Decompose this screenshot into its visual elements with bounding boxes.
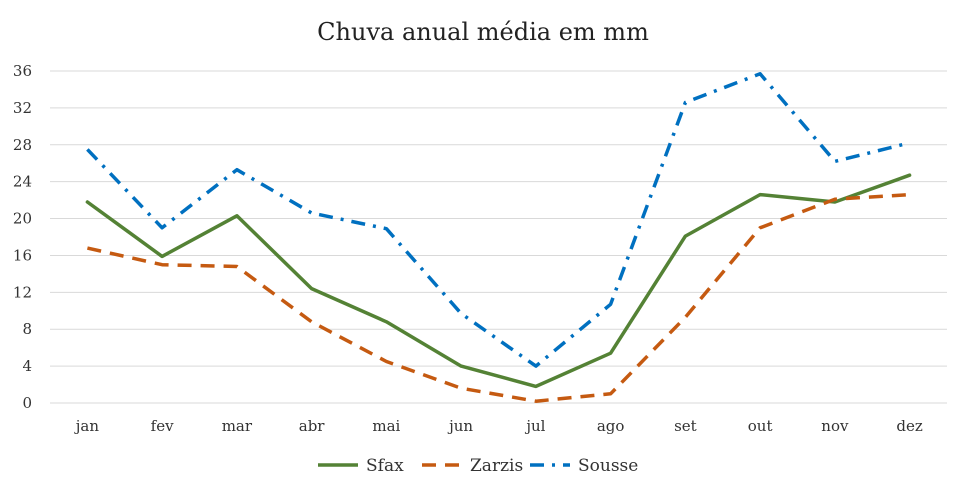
legend-label-sousse: Sousse (578, 456, 638, 476)
x-tick-label: jan (74, 417, 100, 435)
x-tick-label: jul (524, 417, 545, 435)
y-tick-label: 8 (22, 320, 32, 338)
y-tick-label: 0 (22, 394, 32, 412)
y-tick-label: 32 (13, 99, 32, 117)
x-tick-label: fev (151, 417, 174, 435)
x-tick-label: mai (372, 417, 400, 435)
legend-label-sfax: Sfax (366, 456, 404, 476)
x-tick-label: nov (821, 417, 849, 435)
x-tick-label: mar (222, 417, 253, 435)
x-tick-label: jun (447, 417, 473, 435)
y-tick-label: 24 (13, 173, 32, 191)
x-tick-label: ago (597, 417, 625, 435)
legend: Sfax Zarzis Sousse (318, 456, 638, 476)
series-line-sfax (85, 173, 912, 389)
y-tick-label: 12 (13, 283, 32, 301)
x-tick-label: set (674, 417, 697, 435)
legend-label-zarzis: Zarzis (470, 456, 523, 476)
x-tick-label: abr (299, 417, 326, 435)
x-tick-label: dez (896, 417, 922, 435)
series-line-zarzis (87, 192, 910, 403)
y-tick-label: 4 (22, 357, 32, 375)
y-tick-label: 36 (13, 62, 32, 80)
y-tick-label: 16 (13, 246, 32, 264)
chart-title: Chuva anual média em mm (317, 18, 649, 46)
y-tick-label: 28 (13, 136, 32, 154)
series-line-sousse (86, 72, 911, 368)
x-axis-ticks: jan fev mar abr mai jun jul ago set out nov dez (74, 417, 923, 435)
y-axis-ticks: 0 4 8 12 16 20 24 28 32 36 (13, 62, 32, 412)
series-lines (85, 72, 912, 403)
x-tick-label: out (748, 417, 773, 435)
gridlines (50, 70, 947, 404)
y-tick-label: 20 (13, 210, 32, 228)
